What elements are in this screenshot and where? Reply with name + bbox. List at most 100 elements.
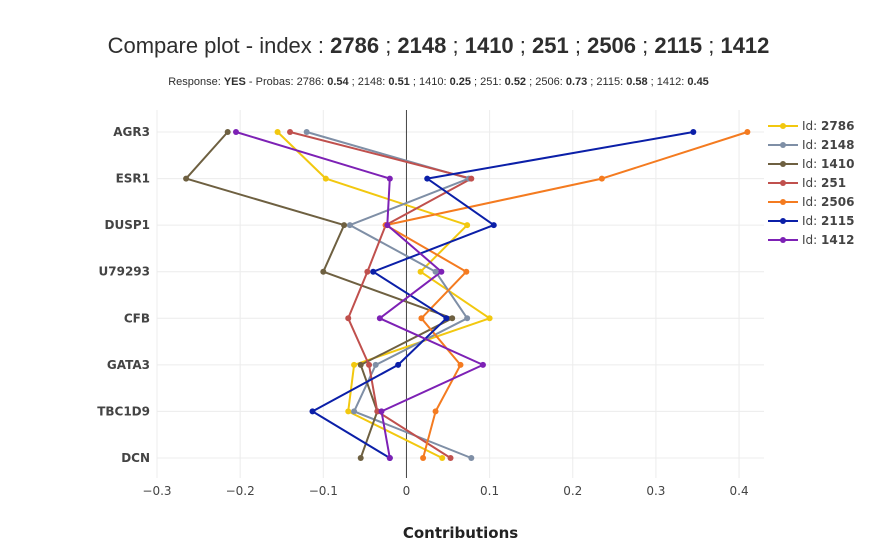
legend-marker-2786 [780,123,786,129]
data-point-1412 [479,361,486,368]
category-label: TBC1D9 [97,404,150,418]
data-point-2506 [598,175,605,182]
legend-marker-251 [780,180,786,186]
x-axis-title: Contributions [403,524,518,542]
series-line-2148 [306,131,472,459]
data-point-2115 [424,175,431,182]
legend-label-2506: Id: 2506 [802,195,854,209]
data-point-251 [345,315,352,322]
data-point-251 [366,361,373,368]
data-point-2786 [322,175,329,182]
proba-id: 2148: [357,76,389,88]
category-label: DCN [121,451,150,465]
x-tick-label: −0.3 [142,484,171,498]
title-separator: ; [446,33,465,58]
title-separator: ; [702,33,721,58]
legend-label-2115: Id: 2115 [802,214,854,228]
data-point-2506 [432,408,439,415]
title-id: 2506 [587,33,637,58]
legend-marker-2115 [780,218,786,224]
x-tick-label: 0 [403,484,411,498]
data-point-251 [447,455,454,461]
data-point-2786 [486,315,493,322]
data-point-2506 [418,315,425,322]
series-line-2115 [311,131,694,459]
x-tick-label: −0.1 [309,484,338,498]
subtitle-response: YES [223,76,246,88]
legend-marker-2506 [780,199,786,205]
legend-marker-2148 [780,142,786,148]
series-line-2506 [384,131,748,459]
data-point-251 [374,408,381,415]
data-point-2115 [690,129,697,135]
data-point-251 [364,268,371,275]
proba-value: 0.54 [327,76,349,88]
x-tick-label: 0.4 [730,484,749,498]
proba-id: 2786: [296,76,328,88]
data-point-1410 [341,222,348,229]
proba-value: 0.45 [687,76,709,88]
data-point-2148 [351,408,358,415]
data-point-2148 [372,361,379,368]
data-point-2786 [439,455,446,461]
data-point-2786 [345,408,352,415]
data-point-1410 [357,361,364,368]
proba-value: 0.51 [388,76,410,88]
title-id: 1412 [720,33,770,58]
subtitle-separator: ; [409,76,419,88]
category-label: CFB [124,311,150,325]
data-point-1410 [224,129,231,135]
data-point-1412 [438,268,445,275]
subtitle-separator: ; [526,76,536,88]
data-point-2148 [303,129,310,135]
legend-label-2148: Id: 2148 [802,138,854,152]
data-point-2786 [274,129,281,135]
legend-marker-1410 [780,161,786,167]
data-point-1410 [183,175,190,182]
x-tick-label: 0.3 [646,484,665,498]
category-label: DUSP1 [105,218,151,232]
data-point-2506 [744,129,751,135]
title-id: 2115 [654,33,703,58]
series-line-1410 [185,131,454,459]
proba-value: 0.58 [626,76,648,88]
title-id: 1410 [464,33,514,58]
title-id: 251 [532,33,569,58]
subtitle-separator: ; [587,76,597,88]
data-point-2148 [432,268,439,275]
proba-value: 0.25 [449,76,471,88]
data-point-2786 [417,268,424,275]
title-separator: ; [379,33,398,58]
category-label: GATA3 [107,358,150,372]
title-separator: ; [636,33,655,58]
category-label: ESR1 [116,172,150,186]
x-tick-label: 0.1 [480,484,499,498]
title-prefix: Compare plot - index : [107,33,331,58]
data-point-251 [468,175,475,182]
data-point-2148 [346,222,353,229]
data-point-2786 [464,222,471,229]
data-point-2786 [351,361,358,368]
data-point-251 [287,129,294,135]
x-tick-label: 0.2 [563,484,582,498]
chart-title: Compare plot - index : 2786 ; 2148 ; 141… [0,33,877,59]
series-line-251 [289,131,473,459]
subtitle-separator: ; [471,76,481,88]
title-separator: ; [568,33,588,58]
data-point-2115 [370,268,377,275]
proba-id: 2115: [596,76,627,88]
category-label: U79293 [99,265,151,279]
subtitle-prefix: Response: [168,76,224,88]
data-point-1412 [376,315,383,322]
proba-value: 0.73 [565,76,588,88]
proba-value: 0.52 [504,76,527,88]
title-id: 2148 [397,33,447,58]
data-point-2506 [420,455,427,461]
data-point-1412 [378,408,385,415]
legend-label-1410: Id: 1410 [802,157,854,171]
data-point-1412 [386,455,393,461]
proba-id: 1412: [656,76,688,88]
legend-label-251: Id: 251 [802,176,846,190]
data-point-1412 [384,222,391,229]
